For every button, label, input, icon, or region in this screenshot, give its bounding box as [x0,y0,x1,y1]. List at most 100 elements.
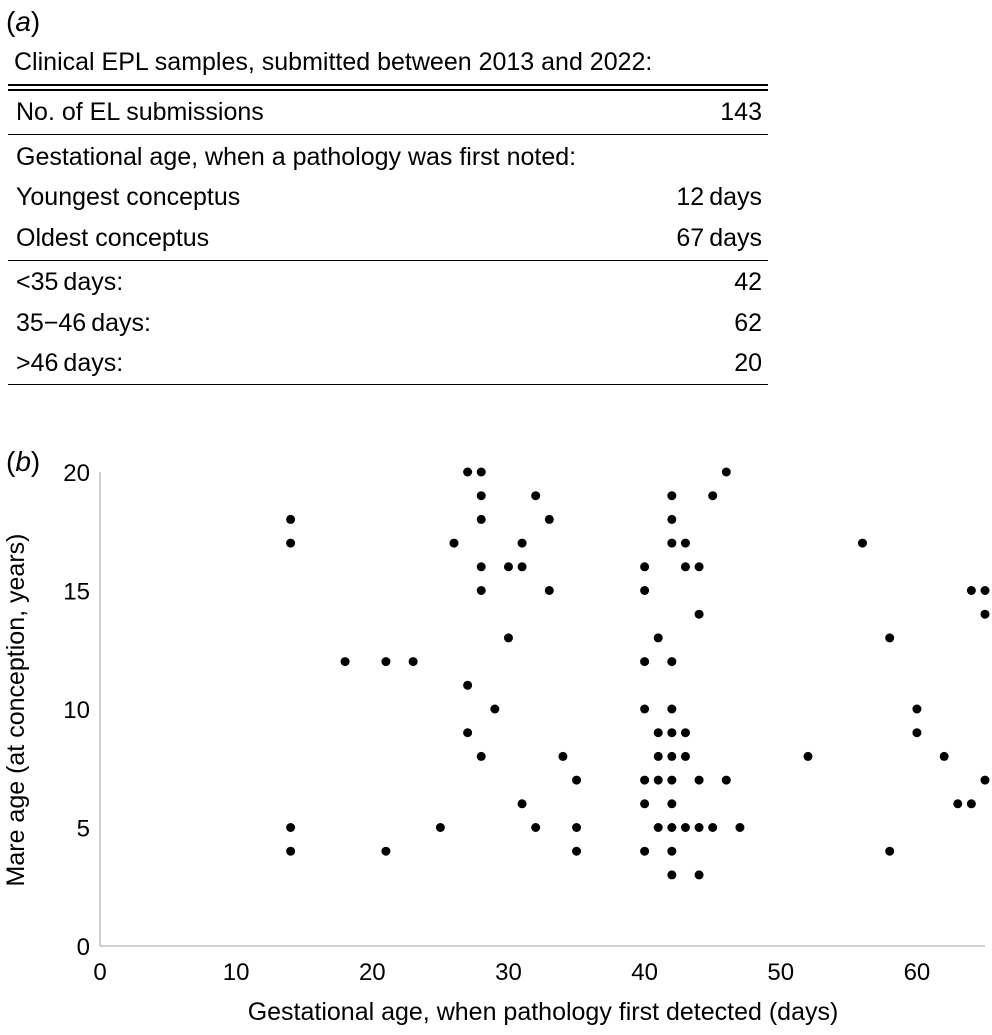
data-point [680,751,690,761]
data-points [286,467,990,880]
data-point [667,657,677,667]
table-row-submissions: No. of EL submissions 143 [16,98,762,132]
x-tick-label: 60 [904,959,931,986]
panel-b-chart: (b) 0 10 20 30 40 50 60 0 5 10 15 20 Gestational ag… [0,440,992,1030]
row-value: 143 [720,98,762,126]
data-point [694,609,704,619]
data-point [476,586,486,595]
table-top-rule [8,84,768,86]
table-row-under-35: <35 days: 42 [16,268,762,302]
data-point [667,751,677,761]
data-point [680,728,690,738]
data-point [667,538,677,548]
data-point [558,751,568,761]
data-point [735,823,745,832]
data-point [667,704,677,714]
data-point [667,491,677,501]
data-point [463,467,473,477]
data-point [503,633,513,643]
data-point [708,823,718,832]
data-point [667,775,677,785]
data-point [640,799,650,809]
panel-a-label: (a) [6,6,40,38]
data-point [640,586,650,595]
panel-b-label: (b) [6,446,40,478]
data-point [381,846,391,856]
data-point [912,728,922,738]
data-point [680,823,690,832]
data-point [980,586,990,595]
x-tick-label: 20 [359,959,386,986]
table-title: Clinical EPL samples, submitted between … [14,48,653,76]
row-label: Gestational age, when a pathology was fi… [16,143,577,171]
row-label: 35−46 days: [16,309,151,337]
panel-b-label-open: ( [6,446,16,477]
data-point [721,775,731,785]
data-point [544,586,554,595]
y-tick-label: 20 [63,460,90,487]
data-point [885,633,895,643]
data-point [340,657,350,667]
data-point [803,751,813,761]
row-value: 62 [734,309,762,337]
data-point [667,799,677,809]
data-point [640,775,650,785]
table-row-35-46: 35−46 days: 62 [16,309,762,343]
table-rule [8,134,768,135]
data-point [517,538,527,548]
table-bottom-rule [8,384,768,385]
data-point [667,514,677,524]
data-point [640,657,650,667]
table-rule [8,260,768,261]
data-point [640,846,650,856]
data-point [667,728,677,738]
data-point [572,846,582,856]
data-point [653,728,663,738]
row-label: Oldest conceptus [16,224,210,252]
data-point [966,586,976,595]
data-point [980,609,990,619]
data-point [885,846,895,856]
y-axis-label: Mare age (at conception, years) [2,534,30,887]
data-point [531,823,541,832]
data-point [640,562,650,572]
y-tick-label: 5 [77,816,90,843]
data-point [476,467,486,477]
row-value: 12 days [676,183,762,211]
data-point [694,870,704,880]
data-point [517,799,527,809]
row-value: 20 [734,349,762,377]
data-point [476,491,486,501]
y-tick-label: 10 [63,697,90,724]
panel-a-table: (a) Clinical EPL samples, submitted betw… [0,0,992,400]
data-point [653,751,663,761]
y-tick-label: 15 [63,579,90,606]
data-point [857,538,867,548]
data-point [653,823,663,832]
panel-a-label-close: ) [30,6,41,37]
data-point [286,846,296,856]
data-point [381,657,391,667]
data-point [667,846,677,856]
data-point [939,751,949,761]
data-point [953,799,963,809]
data-point [463,728,473,738]
y-tick-label: 0 [77,934,90,961]
panel-b-label-letter: b [15,446,31,477]
data-point [653,775,663,785]
data-point [286,823,296,832]
row-value: 42 [734,268,762,296]
data-point [680,538,690,548]
panel-b-label-close: ) [30,446,41,477]
panel-a-label-open: ( [6,6,16,37]
x-tick-label: 40 [631,959,658,986]
data-point [408,657,418,667]
table-row-youngest: Youngest conceptus 12 days [16,183,762,217]
axes: 0 10 20 30 40 50 60 0 5 10 15 20 [63,460,985,986]
table-top-rule-double [8,89,768,91]
data-point [572,775,582,785]
row-label: <35 days: [16,268,124,296]
data-point [476,514,486,524]
data-point [286,514,296,524]
data-point [680,562,690,572]
